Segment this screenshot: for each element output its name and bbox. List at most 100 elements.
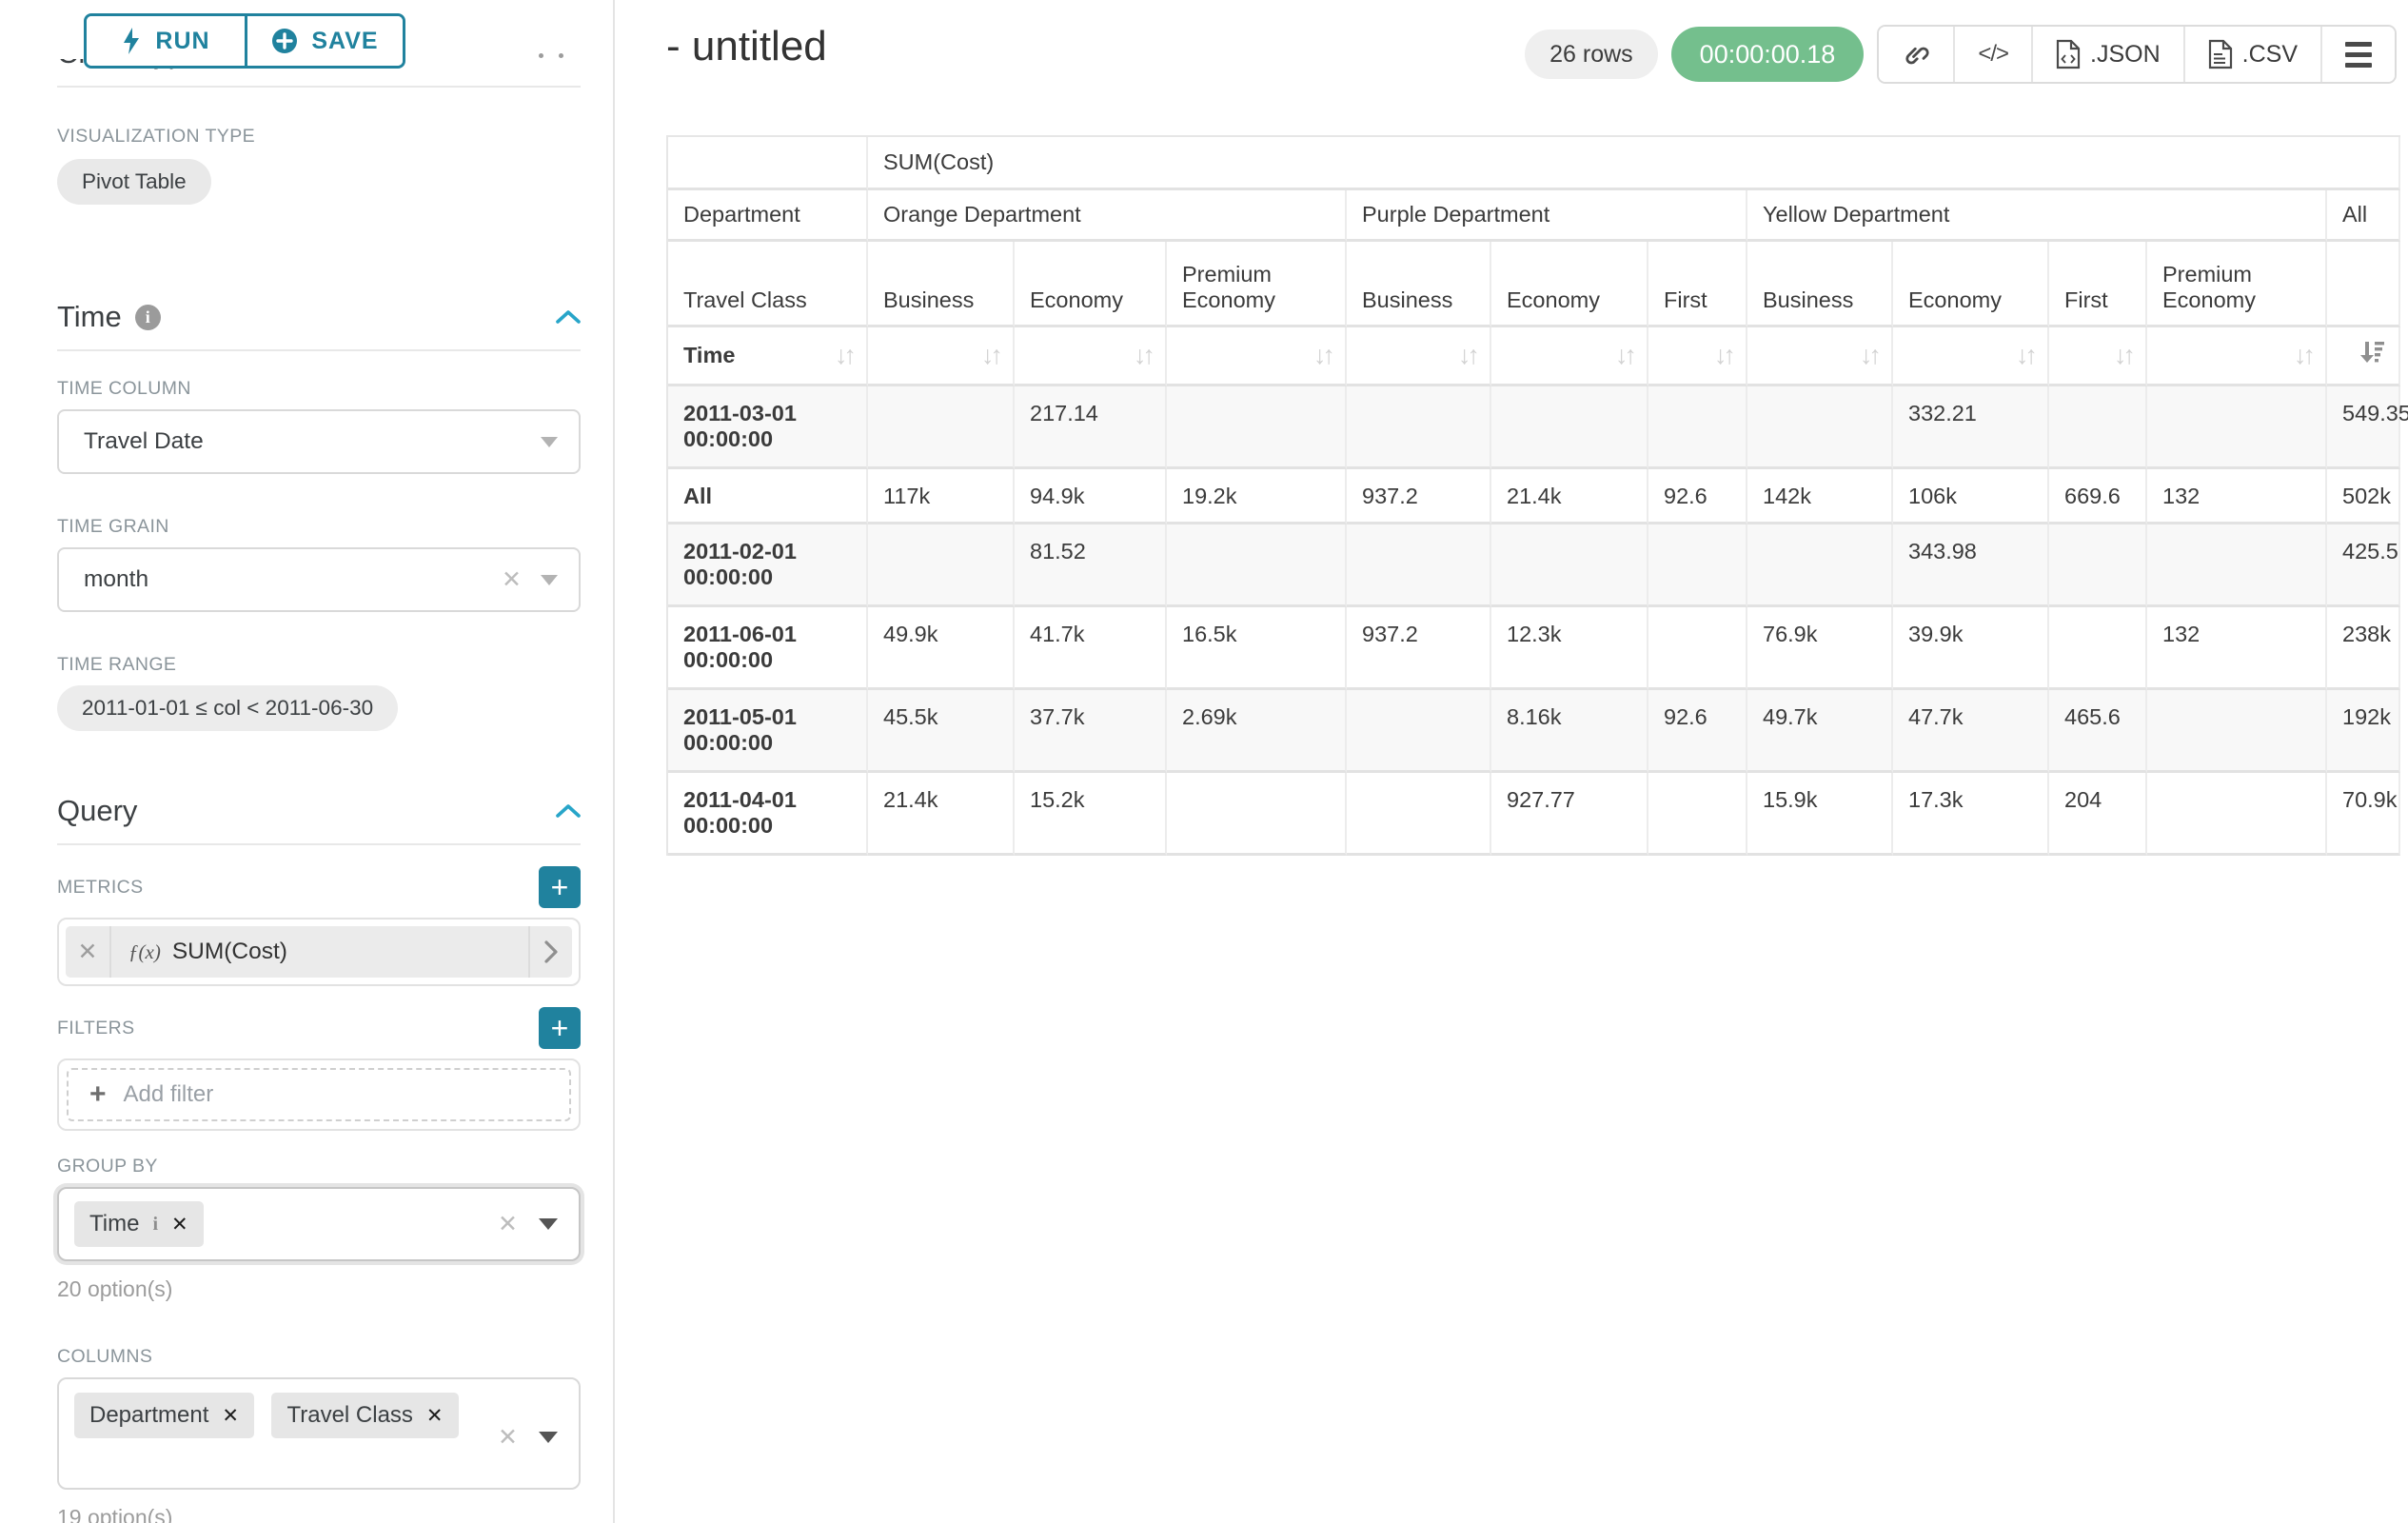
sort-header[interactable]: ↓↑ xyxy=(2147,327,2327,386)
sort-header[interactable]: ↓↑ xyxy=(1747,327,1893,386)
row-dimension-sort-header[interactable]: Time ↓↑ xyxy=(668,327,868,386)
json-file-icon xyxy=(2056,39,2081,69)
sort-header[interactable]: ↓↑ xyxy=(1491,327,1648,386)
sort-icon[interactable]: ↓↑ xyxy=(1860,341,1882,369)
info-icon: i xyxy=(152,1213,159,1235)
value-cell: 106k xyxy=(1893,469,2049,524)
tag-label: Travel Class xyxy=(286,1402,413,1428)
value-cell xyxy=(1347,386,1491,469)
clear-icon[interactable]: ✕ xyxy=(498,1424,518,1451)
value-cell xyxy=(2147,386,2327,469)
value-cell xyxy=(1167,524,1347,607)
sort-icon[interactable]: ↓↑ xyxy=(1458,341,1480,369)
time-column-select[interactable]: Travel Date xyxy=(57,409,581,474)
sort-icon[interactable]: ↓↑ xyxy=(1313,341,1335,369)
remove-tag-icon[interactable]: ✕ xyxy=(425,1404,444,1427)
value-cell: 204 xyxy=(2049,773,2147,856)
remove-tag-icon[interactable]: ✕ xyxy=(171,1213,188,1236)
value-cell: 45.5k xyxy=(868,690,1015,773)
value-cell xyxy=(2147,524,2327,607)
export-json-button[interactable]: .JSON xyxy=(2031,27,2183,82)
group-by-label: GROUP BY xyxy=(57,1156,158,1177)
column-group-header: Purple Department xyxy=(1347,190,1747,242)
metric-pill[interactable]: ✕ ƒ(x) SUM(Cost) xyxy=(66,926,572,978)
sort-header[interactable]: ↓↑ xyxy=(868,327,1015,386)
subcolumn-header: Economy xyxy=(1015,242,1167,327)
menu-button[interactable] xyxy=(2320,27,2395,82)
sort-icon[interactable]: ↓↑ xyxy=(1714,341,1736,369)
columns-select[interactable]: Department ✕ Travel Class ✕ ✕ xyxy=(57,1377,581,1490)
sort-header[interactable]: ↓↑ xyxy=(2049,327,2147,386)
chevron-down-icon[interactable] xyxy=(541,436,558,447)
export-button-group: </> .JSON .CSV xyxy=(1877,25,2397,84)
value-cell xyxy=(2049,386,2147,469)
value-cell xyxy=(1648,607,1747,690)
save-button[interactable]: SAVE xyxy=(245,16,403,66)
export-csv-button[interactable]: .CSV xyxy=(2182,27,2320,82)
remove-tag-icon[interactable]: ✕ xyxy=(222,1404,239,1427)
value-cell xyxy=(1648,773,1747,856)
group-by-tag[interactable]: Time i ✕ xyxy=(74,1201,204,1247)
row-dimension-label: Time xyxy=(683,343,736,367)
sort-icon[interactable]: ↓↑ xyxy=(1615,341,1637,369)
sort-header[interactable] xyxy=(2327,327,2401,386)
row-header: 2011-04-01 00:00:00 xyxy=(668,773,868,856)
columns-tag[interactable]: Travel Class ✕ xyxy=(271,1393,459,1438)
chevron-up-icon[interactable] xyxy=(556,310,581,324)
section-time-header[interactable]: Time i xyxy=(57,300,581,334)
sort-icon[interactable]: ↓↑ xyxy=(2294,341,2316,369)
chevron-right-icon[interactable] xyxy=(528,926,572,978)
embed-code-button[interactable]: </> xyxy=(1953,27,2032,82)
section-query-header[interactable]: Query xyxy=(57,794,581,828)
value-cell: 192k xyxy=(2327,690,2401,773)
chevron-up-icon[interactable] xyxy=(556,804,581,818)
group-by-select[interactable]: Time i ✕ ✕ xyxy=(57,1187,581,1261)
sort-icon[interactable]: ↓↑ xyxy=(981,341,1003,369)
value-cell: 41.7k xyxy=(1015,607,1167,690)
clear-icon[interactable]: ✕ xyxy=(502,566,522,593)
columns-label: COLUMNS xyxy=(57,1346,153,1367)
subcolumn-header: Premium Economy xyxy=(1167,242,1347,327)
subcolumn-header: Business xyxy=(868,242,1015,327)
sort-header[interactable]: ↓↑ xyxy=(1167,327,1347,386)
chart-title[interactable]: - untitled xyxy=(666,23,827,69)
clear-icon[interactable]: ✕ xyxy=(498,1211,518,1237)
sidebar-scroll-area[interactable]: Chart Type VISUALIZATION TYPE Pivot Tabl… xyxy=(0,59,611,1523)
row-header: 2011-06-01 00:00:00 xyxy=(668,607,868,690)
value-cell: 19.2k xyxy=(1167,469,1347,524)
info-icon: i xyxy=(134,304,161,330)
sort-icon[interactable]: ↓↑ xyxy=(2114,341,2136,369)
chevron-down-icon[interactable] xyxy=(539,1218,558,1230)
value-cell: 94.9k xyxy=(1015,469,1167,524)
sort-header[interactable]: ↓↑ xyxy=(1648,327,1747,386)
sort-icon[interactable]: ↓↑ xyxy=(2016,341,2038,369)
time-range-pill[interactable]: 2011-01-01 ≤ col < 2011-06-30 xyxy=(57,685,399,731)
remove-metric-icon[interactable]: ✕ xyxy=(66,926,111,978)
section-divider xyxy=(57,349,581,351)
copy-link-button[interactable] xyxy=(1879,27,1954,82)
sort-icon[interactable]: ↓↑ xyxy=(1134,341,1155,369)
chevron-down-icon[interactable] xyxy=(541,574,558,585)
visualization-type-label: VISUALIZATION TYPE xyxy=(57,126,256,147)
chevron-down-icon[interactable] xyxy=(539,1432,558,1443)
run-button[interactable]: RUN xyxy=(87,16,245,66)
time-grain-select[interactable]: month ✕ xyxy=(57,547,581,612)
value-cell: 92.6 xyxy=(1648,690,1747,773)
value-cell: 132 xyxy=(2147,607,2327,690)
columns-tag[interactable]: Department ✕ xyxy=(74,1393,254,1438)
sort-icon[interactable]: ↓↑ xyxy=(835,341,857,369)
value-cell xyxy=(2049,607,2147,690)
value-cell xyxy=(2049,524,2147,607)
sort-header[interactable]: ↓↑ xyxy=(1347,327,1491,386)
add-filter-label: Add filter xyxy=(123,1081,214,1107)
sort-descending-icon[interactable] xyxy=(2359,339,2391,372)
sort-header[interactable]: ↓↑ xyxy=(1893,327,2049,386)
add-metric-button[interactable]: + xyxy=(539,866,581,908)
subcolumn-header xyxy=(2327,242,2401,327)
add-filter-button[interactable]: + Add filter xyxy=(67,1068,571,1121)
viz-type-pill[interactable]: Pivot Table xyxy=(57,159,211,205)
sort-header[interactable]: ↓↑ xyxy=(1015,327,1167,386)
value-cell xyxy=(1347,524,1491,607)
add-filter-plus-button[interactable]: + xyxy=(539,1007,581,1049)
value-cell: 49.9k xyxy=(868,607,1015,690)
